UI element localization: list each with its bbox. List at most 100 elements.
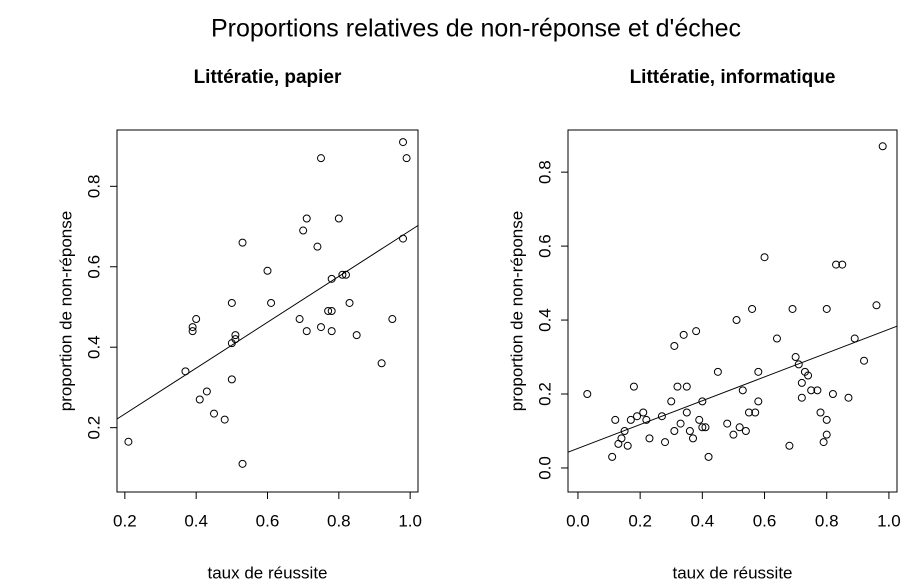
point: [698, 423, 707, 432]
point: [797, 378, 806, 387]
point: [645, 434, 654, 443]
point: [832, 260, 841, 269]
point: [324, 307, 333, 315]
x-tick-label: 0.2: [113, 511, 137, 530]
point: [639, 408, 648, 417]
point: [231, 331, 240, 340]
point: [263, 266, 272, 275]
point: [327, 307, 336, 315]
x-tick-label: 1.0: [398, 511, 422, 530]
point: [313, 242, 322, 251]
x-axis-label: taux de réussite: [207, 563, 327, 582]
point: [822, 415, 831, 424]
point: [338, 270, 347, 279]
point: [124, 437, 133, 446]
x-tick-label: 0.6: [256, 511, 280, 530]
x-tick-label: 0.2: [628, 511, 652, 530]
point: [701, 423, 710, 432]
point: [872, 301, 881, 310]
x-tick-label: 0.4: [184, 511, 208, 530]
point: [299, 226, 308, 235]
point: [377, 359, 386, 368]
point: [399, 138, 408, 147]
point: [327, 274, 336, 283]
point: [741, 426, 750, 435]
plot-box: [116, 129, 419, 493]
point: [316, 323, 325, 332]
x-tick-label: 1.0: [877, 511, 901, 530]
point: [878, 142, 887, 151]
point: [704, 452, 713, 461]
point: [334, 214, 343, 223]
point: [791, 353, 800, 362]
point: [345, 298, 354, 307]
point: [670, 426, 679, 435]
point: [633, 412, 642, 421]
point: [583, 390, 592, 399]
point: [813, 386, 822, 395]
point: [341, 270, 350, 279]
point: [617, 434, 626, 443]
point: [231, 335, 240, 344]
y-tick-label: 0.8: [84, 174, 103, 198]
point: [399, 234, 408, 243]
point: [210, 409, 219, 418]
point: [713, 367, 722, 376]
point: [661, 438, 670, 447]
point: [227, 375, 236, 384]
point: [620, 426, 629, 435]
y-tick-label: 0.4: [535, 308, 554, 332]
x-tick-label: 0.0: [566, 511, 590, 530]
point: [828, 390, 837, 399]
point: [698, 397, 707, 406]
point: [735, 423, 744, 432]
point: [192, 315, 201, 324]
point: [657, 412, 666, 421]
point: [267, 298, 276, 307]
point: [316, 154, 325, 163]
point: [692, 327, 701, 336]
point: [772, 334, 781, 343]
x-tick-label: 0.6: [753, 511, 777, 530]
point: [676, 419, 685, 428]
point: [822, 304, 831, 313]
y-axis-label: proportion de non-réponse: [56, 211, 75, 411]
panel-title: Littératie, informatique: [630, 67, 836, 88]
point: [670, 341, 679, 350]
point: [295, 315, 304, 324]
point: [302, 214, 311, 223]
point: [608, 452, 617, 461]
point: [723, 419, 732, 428]
point: [816, 408, 825, 417]
x-tick-label: 0.8: [815, 511, 839, 530]
point: [238, 459, 247, 468]
point: [844, 393, 853, 402]
point: [838, 260, 847, 269]
point: [629, 382, 638, 391]
y-tick-label: 0.2: [535, 382, 554, 406]
x-axis-label: taux de réussite: [672, 563, 792, 582]
point: [760, 253, 769, 262]
point: [785, 441, 794, 450]
point: [611, 415, 620, 424]
point: [729, 430, 738, 439]
y-tick-label: 0.0: [535, 456, 554, 480]
point: [388, 315, 397, 324]
point: [807, 386, 816, 395]
point: [822, 430, 831, 439]
point: [679, 330, 688, 339]
point: [626, 415, 635, 424]
point: [685, 426, 694, 435]
point: [860, 356, 869, 365]
point: [673, 382, 682, 391]
point: [850, 334, 859, 343]
point: [794, 360, 803, 369]
point: [195, 395, 204, 404]
point: [751, 408, 760, 417]
point: [352, 331, 361, 340]
y-tick-label: 0.2: [84, 416, 103, 440]
regression-line: [116, 225, 419, 420]
point: [238, 238, 247, 247]
x-tick-label: 0.8: [327, 511, 351, 530]
y-tick-label: 0.6: [84, 255, 103, 279]
